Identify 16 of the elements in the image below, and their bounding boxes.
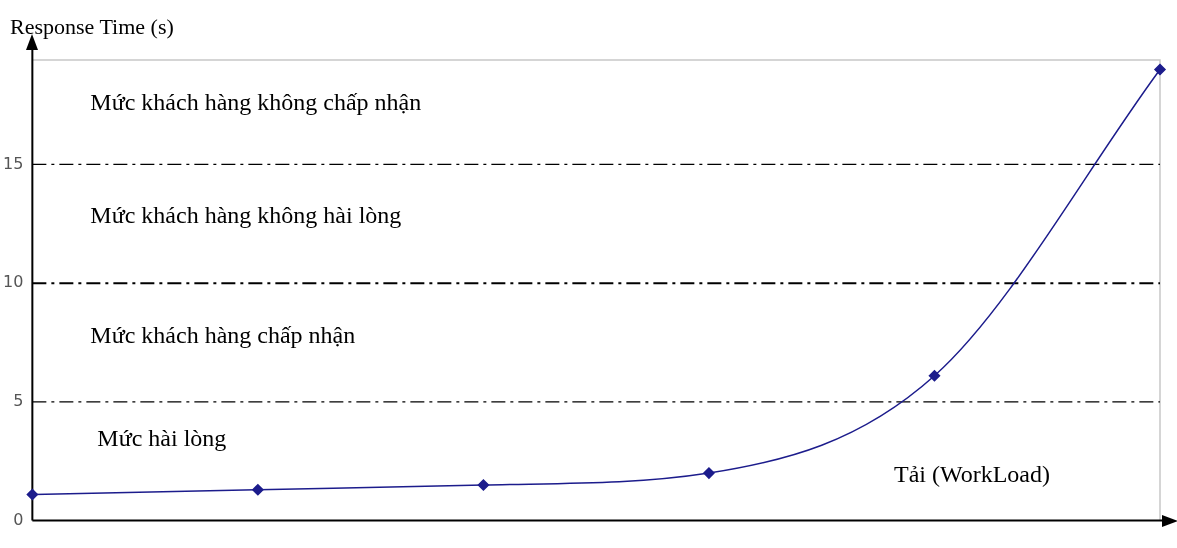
point <box>252 483 264 496</box>
annotation: Mức khách hàng không hài lòng <box>90 201 402 228</box>
y-tick-label: 10 <box>3 272 24 292</box>
y-axis-title: Response Time (s) <box>10 14 174 40</box>
annotation: Mức khách hàng chấp nhận <box>90 321 356 348</box>
annotation: Mức khách hàng không chấp nhận <box>90 89 422 116</box>
point <box>703 467 715 479</box>
point <box>26 488 39 501</box>
annotation: Mức hài lòng <box>97 425 227 452</box>
point <box>477 479 490 491</box>
y-tick-label: 5 <box>13 391 24 411</box>
y-tick-label: 0 <box>13 509 24 529</box>
x-axis-title: Tải (WorkLoad) <box>894 460 1050 487</box>
y-tick-label: 15 <box>3 153 24 173</box>
point <box>1154 63 1166 76</box>
point <box>928 370 941 382</box>
